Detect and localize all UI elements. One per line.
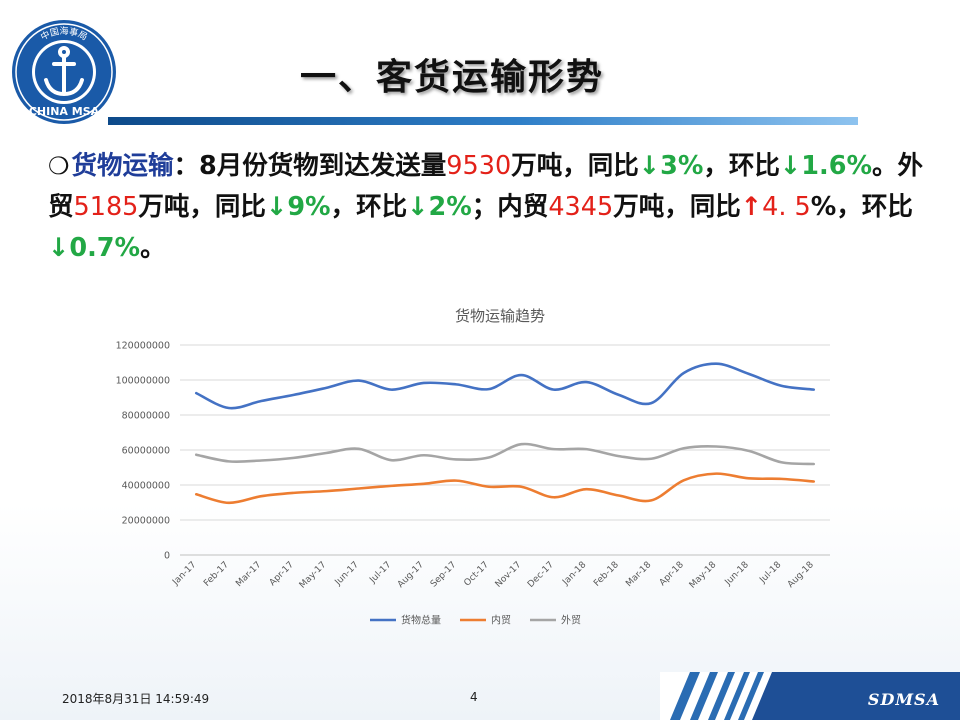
x-tick-label: Jul-17 xyxy=(368,560,394,586)
freight-trend-chart: 货物运输趋势 0 20000000 40000000 60000000 80000000… xyxy=(116,307,830,627)
brand-text: SDMSA xyxy=(867,690,940,709)
legend-item: 内贸 xyxy=(460,614,511,627)
text-part: ： xyxy=(173,151,200,181)
page-number: 4 xyxy=(470,690,478,704)
title-underline xyxy=(108,117,858,125)
x-tick-label: Nov-17 xyxy=(494,560,524,590)
x-tick-label: Feb-17 xyxy=(202,560,231,589)
y-tick-label: 80000000 xyxy=(122,411,170,422)
foreign-mom: 2% xyxy=(428,192,472,222)
text-part: 万吨，同比 xyxy=(511,151,639,181)
text-part: 万吨，同比 xyxy=(613,192,741,222)
series-line-1 xyxy=(194,362,816,410)
total-volume: 9530 xyxy=(446,151,512,181)
x-tick-label: Mar-17 xyxy=(234,560,263,589)
total-mom: 1.6% xyxy=(801,151,873,181)
text-part: ，环比 xyxy=(703,151,780,181)
down-arrow-icon: ↓ xyxy=(779,151,802,181)
domestic-volume: 4345 xyxy=(548,192,614,222)
china-msa-logo: 中国海事局 CHINA MSA xyxy=(12,20,116,124)
text-part: %，环比 xyxy=(810,192,913,222)
logo-bottom-text: CHINA MSA xyxy=(29,105,100,118)
text-part: 万吨，同比 xyxy=(138,192,266,222)
x-tick-label: Mar-18 xyxy=(624,560,653,589)
anchor-icon xyxy=(44,46,84,97)
footer-decoration xyxy=(660,672,960,720)
x-tick-label: Oct-17 xyxy=(462,560,490,588)
down-arrow-icon: ↓ xyxy=(638,151,661,181)
logo-ring-text: 中国海事局 xyxy=(39,25,90,43)
domestic-yoy: 4. 5 xyxy=(762,192,811,222)
total-yoy: 3% xyxy=(660,151,704,181)
legend-item: 外贸 xyxy=(530,615,581,627)
footer-datetime: 2018年8月31日 14:59:49 xyxy=(62,692,210,706)
foreign-volume: 5185 xyxy=(73,192,139,222)
domestic-mom: 0.7% xyxy=(69,233,141,263)
text-part: 。 xyxy=(140,233,166,263)
y-tick-label: 0 xyxy=(164,551,170,562)
bullet-icon: ❍ xyxy=(48,152,70,180)
legend-label: 货物总量 xyxy=(401,614,441,627)
down-arrow-icon: ↓ xyxy=(48,233,70,263)
x-tick-label: Feb-18 xyxy=(592,560,621,589)
text-part: ；内贸 xyxy=(471,192,549,222)
y-tick-label: 60000000 xyxy=(122,446,170,457)
up-arrow-icon: ↑ xyxy=(740,192,763,222)
x-tick-label: Aug-17 xyxy=(396,560,426,590)
x-tick-label: Jun-17 xyxy=(333,560,361,588)
chart-title: 货物运输趋势 xyxy=(455,307,545,325)
x-tick-label: May-17 xyxy=(298,560,329,591)
svg-text:中国海事局: 中国海事局 xyxy=(39,25,90,43)
series-line-3 xyxy=(194,442,816,466)
down-arrow-icon: ↓ xyxy=(265,192,288,222)
x-tick-label: Sep-17 xyxy=(429,560,458,589)
x-tick-label: Dec-17 xyxy=(526,560,556,590)
y-tick-label: 20000000 xyxy=(122,516,170,527)
legend-item: 货物总量 xyxy=(370,614,441,627)
text-part: 8月份货物到达发送量 xyxy=(199,151,447,181)
x-tick-label: Apr-17 xyxy=(268,560,296,588)
legend-label: 外贸 xyxy=(561,615,581,627)
x-tick-label: Jan-18 xyxy=(560,560,588,588)
x-tick-label: Jul-18 xyxy=(758,560,784,586)
x-tick-label: Apr-18 xyxy=(658,560,686,588)
foreign-yoy: 9% xyxy=(287,192,331,222)
y-tick-label: 100000000 xyxy=(116,376,170,387)
series-line-2 xyxy=(194,472,816,505)
text-part: ，环比 xyxy=(330,192,408,222)
x-tick-label: Aug-18 xyxy=(786,560,816,590)
summary-paragraph: ❍货物运输：8月份货物到达发送量9530万吨，同比↓3%，环比↓1.6%。外贸5… xyxy=(48,146,928,269)
lead-term: 货物运输 xyxy=(71,151,174,181)
x-tick-label: May-18 xyxy=(688,560,719,591)
x-tick-label: Jun-18 xyxy=(723,560,751,588)
down-arrow-icon: ↓ xyxy=(407,192,429,222)
y-tick-label: 40000000 xyxy=(122,481,170,492)
text-part: 。外贸 xyxy=(48,151,924,222)
x-tick-label: Jan-17 xyxy=(170,560,198,588)
slide-title: 一、客货运输形势 xyxy=(300,57,605,98)
y-tick-label: 120000000 xyxy=(116,341,170,352)
legend-label: 内贸 xyxy=(491,614,511,627)
